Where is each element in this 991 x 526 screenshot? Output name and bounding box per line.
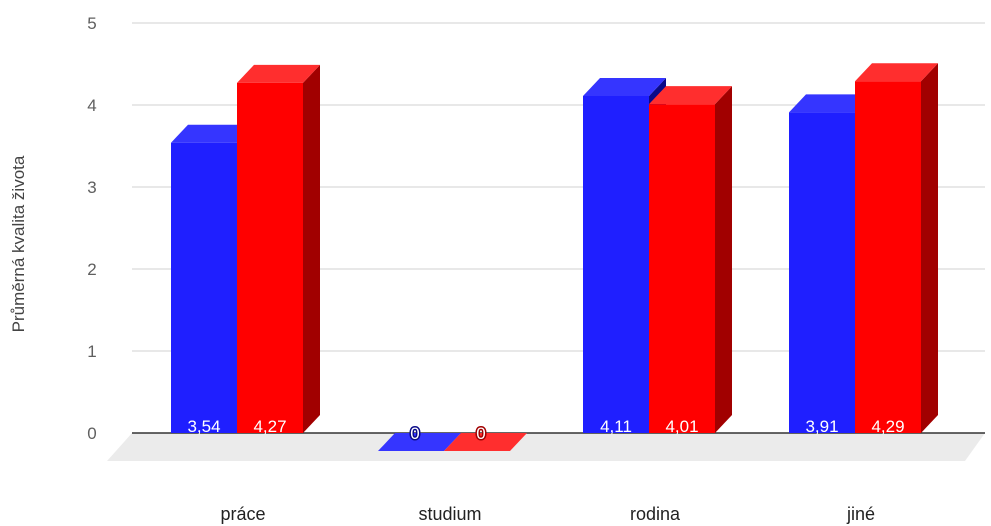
y-axis-title: Průměrná kvalita života bbox=[9, 155, 28, 332]
bar-top bbox=[171, 124, 254, 143]
data-label: 4,11 bbox=[600, 417, 632, 436]
bar-front bbox=[789, 112, 855, 433]
bar bbox=[237, 64, 320, 434]
bar-front bbox=[649, 104, 715, 434]
chart-floor bbox=[107, 433, 985, 461]
data-label: 0 bbox=[410, 424, 419, 443]
bar bbox=[444, 433, 527, 451]
data-label: 3,91 bbox=[805, 417, 838, 436]
bar-front bbox=[237, 82, 303, 434]
bar-top bbox=[378, 433, 461, 451]
bar-top bbox=[789, 94, 872, 113]
y-tick-label: 0 bbox=[87, 424, 96, 443]
bar-top bbox=[237, 64, 320, 83]
y-tick-label: 5 bbox=[87, 14, 96, 33]
bar-top bbox=[855, 63, 938, 82]
bar-side bbox=[921, 63, 938, 433]
bar-top bbox=[649, 86, 732, 105]
bar-front bbox=[855, 81, 921, 433]
data-label: 3,54 bbox=[187, 417, 220, 436]
y-tick-label: 4 bbox=[87, 96, 96, 115]
x-axis-labels: práce studium rodina jiné bbox=[220, 504, 875, 524]
bar-top bbox=[444, 433, 527, 451]
bars: 3,54 4,27 0 0 4,11 4,01 3,91 4,29 bbox=[171, 63, 938, 451]
bar-side bbox=[303, 64, 320, 434]
bar-top bbox=[583, 77, 666, 96]
x-category-label: práce bbox=[220, 504, 265, 524]
y-tick-label: 2 bbox=[87, 260, 96, 279]
y-tick-label: 1 bbox=[87, 342, 96, 361]
y-tick-label: 3 bbox=[87, 178, 96, 197]
bar bbox=[378, 433, 461, 451]
x-category-label: studium bbox=[418, 504, 481, 524]
data-label: 0 bbox=[476, 424, 485, 443]
data-label: 4,01 bbox=[665, 417, 698, 436]
y-axis-ticks: 0 1 2 3 4 5 bbox=[87, 14, 96, 443]
bar bbox=[855, 63, 938, 433]
x-category-label: jiné bbox=[846, 504, 875, 524]
bar-front bbox=[583, 95, 649, 433]
bar-front bbox=[171, 142, 237, 433]
bar bbox=[649, 86, 732, 434]
data-label: 4,29 bbox=[871, 417, 904, 436]
data-label: 4,27 bbox=[253, 417, 286, 436]
x-category-label: rodina bbox=[630, 504, 681, 524]
bar-side bbox=[715, 86, 732, 434]
